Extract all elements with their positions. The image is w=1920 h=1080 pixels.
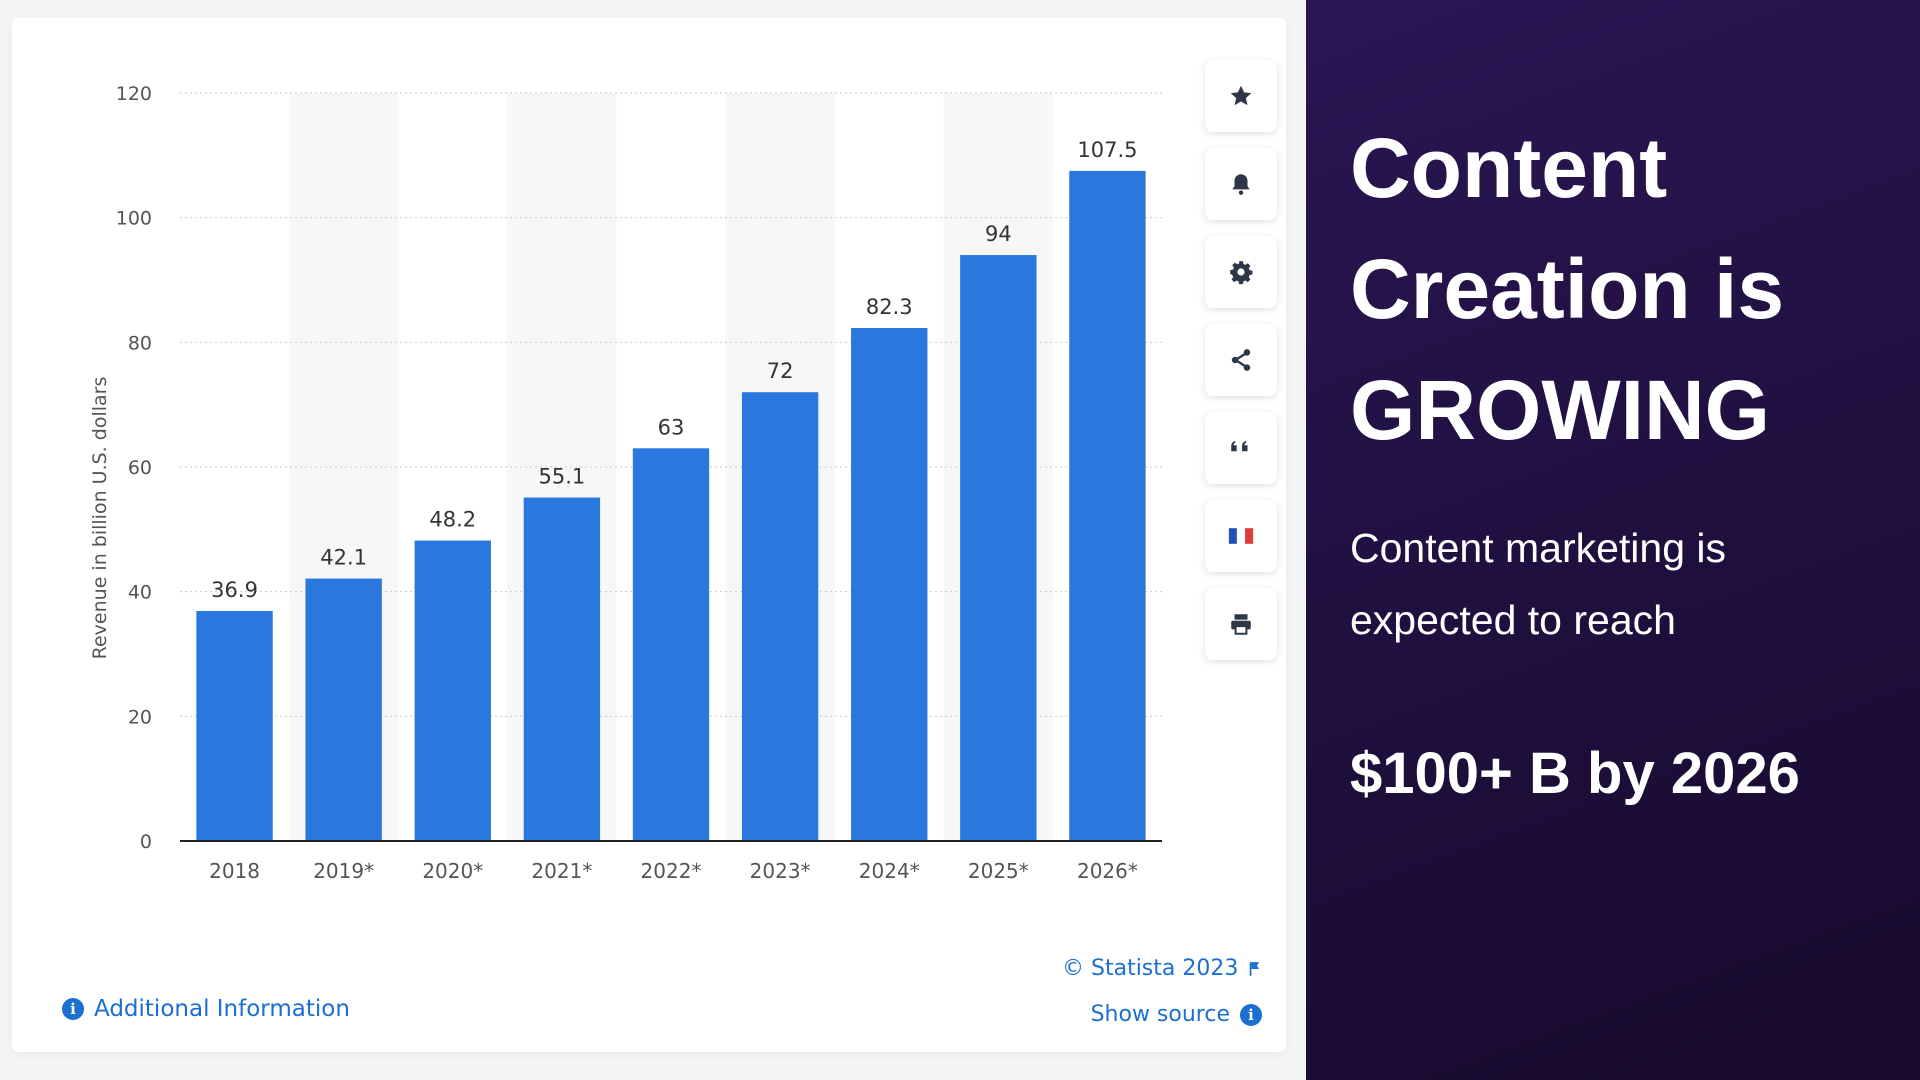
chart-toolbar [1205,60,1277,676]
bar-chart: 0 20 40 60 80 100 120 36.9 2018 42.1 2019* 48.2 2020… [116,83,1162,883]
bar [960,255,1037,842]
y-tick-label: 120 [116,83,152,105]
bar [196,610,273,841]
french-flag-icon [1228,528,1254,544]
additional-information-link[interactable]: i Additional Information [62,996,350,1022]
y-tick-label: 100 [116,208,152,230]
bar [741,392,819,841]
x-tick-label: 2022* [641,859,702,883]
notification-button[interactable] [1205,148,1277,220]
headline-line: Content [1350,121,1668,215]
value-label: 72 [767,359,794,383]
gear-icon [1230,261,1253,285]
value-label: 63 [658,415,685,439]
y-axis-title: Revenue in billion U.S. dollars [89,376,111,660]
subtext-line: expected to reach [1350,597,1676,643]
star-icon [1230,85,1252,106]
settings-button[interactable] [1205,236,1277,308]
x-tick-label: 2024* [859,859,920,883]
headline-line: Creation is [1350,242,1785,336]
show-source-label: Show source [1090,1002,1230,1027]
language-button[interactable] [1205,500,1277,572]
x-tick-label: 2020* [422,859,483,883]
bar [632,448,710,841]
headline-line: GROWING [1350,363,1770,457]
y-tick-label: 60 [128,457,152,479]
info-icon: i [62,998,84,1020]
share-icon [1231,349,1251,371]
x-tick-label: 2023* [750,859,811,883]
value-label: 82.3 [866,295,913,319]
x-tick-label: 2018 [209,859,260,883]
show-source-link[interactable]: Show source i [1062,1002,1262,1027]
value-label: 36.9 [211,578,258,602]
headline: Content Creation is GROWING [1350,108,1910,471]
value-label: 107.5 [1077,138,1137,162]
bell-icon [1232,174,1250,195]
y-tick-label: 0 [140,831,152,853]
value-label: 42.1 [320,546,367,570]
x-tick-label: 2021* [531,859,592,883]
y-tick-label: 80 [128,332,152,354]
x-tick-label: 2026* [1077,859,1138,883]
quote-icon [1231,440,1248,452]
x-tick-label: 2025* [968,859,1029,883]
print-button[interactable] [1205,588,1277,660]
bar [305,578,382,841]
info-icon: i [1240,1003,1262,1026]
subtext-line: Content marketing is [1350,525,1727,571]
y-tick-label: 40 [128,582,152,604]
bar [1069,170,1146,841]
big-stat: $100+ B by 2026 [1350,741,1800,806]
statista-copyright[interactable]: © Statista 2023 [1062,956,1262,981]
value-label: 48.2 [429,508,476,532]
value-label: 94 [985,222,1012,246]
cite-button[interactable] [1205,412,1277,484]
bar [851,327,928,841]
subtext: Content marketing is expected to reach [1350,512,1890,656]
value-label: 55.1 [539,465,586,489]
favorite-button[interactable] [1205,60,1277,132]
share-button[interactable] [1205,324,1277,396]
bar [523,497,601,841]
copyright-label: © Statista 2023 [1062,956,1239,981]
bar [414,540,491,841]
flag-icon [1250,961,1260,976]
additional-information-label: Additional Information [94,996,350,1022]
promo-panel: Content Creation is GROWING Content mark… [1306,0,1920,1080]
chart-card: 0 20 40 60 80 100 120 36.9 2018 42.1 2019* 48.2 2020… [12,18,1286,1052]
y-tick-label: 20 [128,706,152,728]
print-icon [1231,614,1251,635]
x-tick-label: 2019* [313,859,374,883]
